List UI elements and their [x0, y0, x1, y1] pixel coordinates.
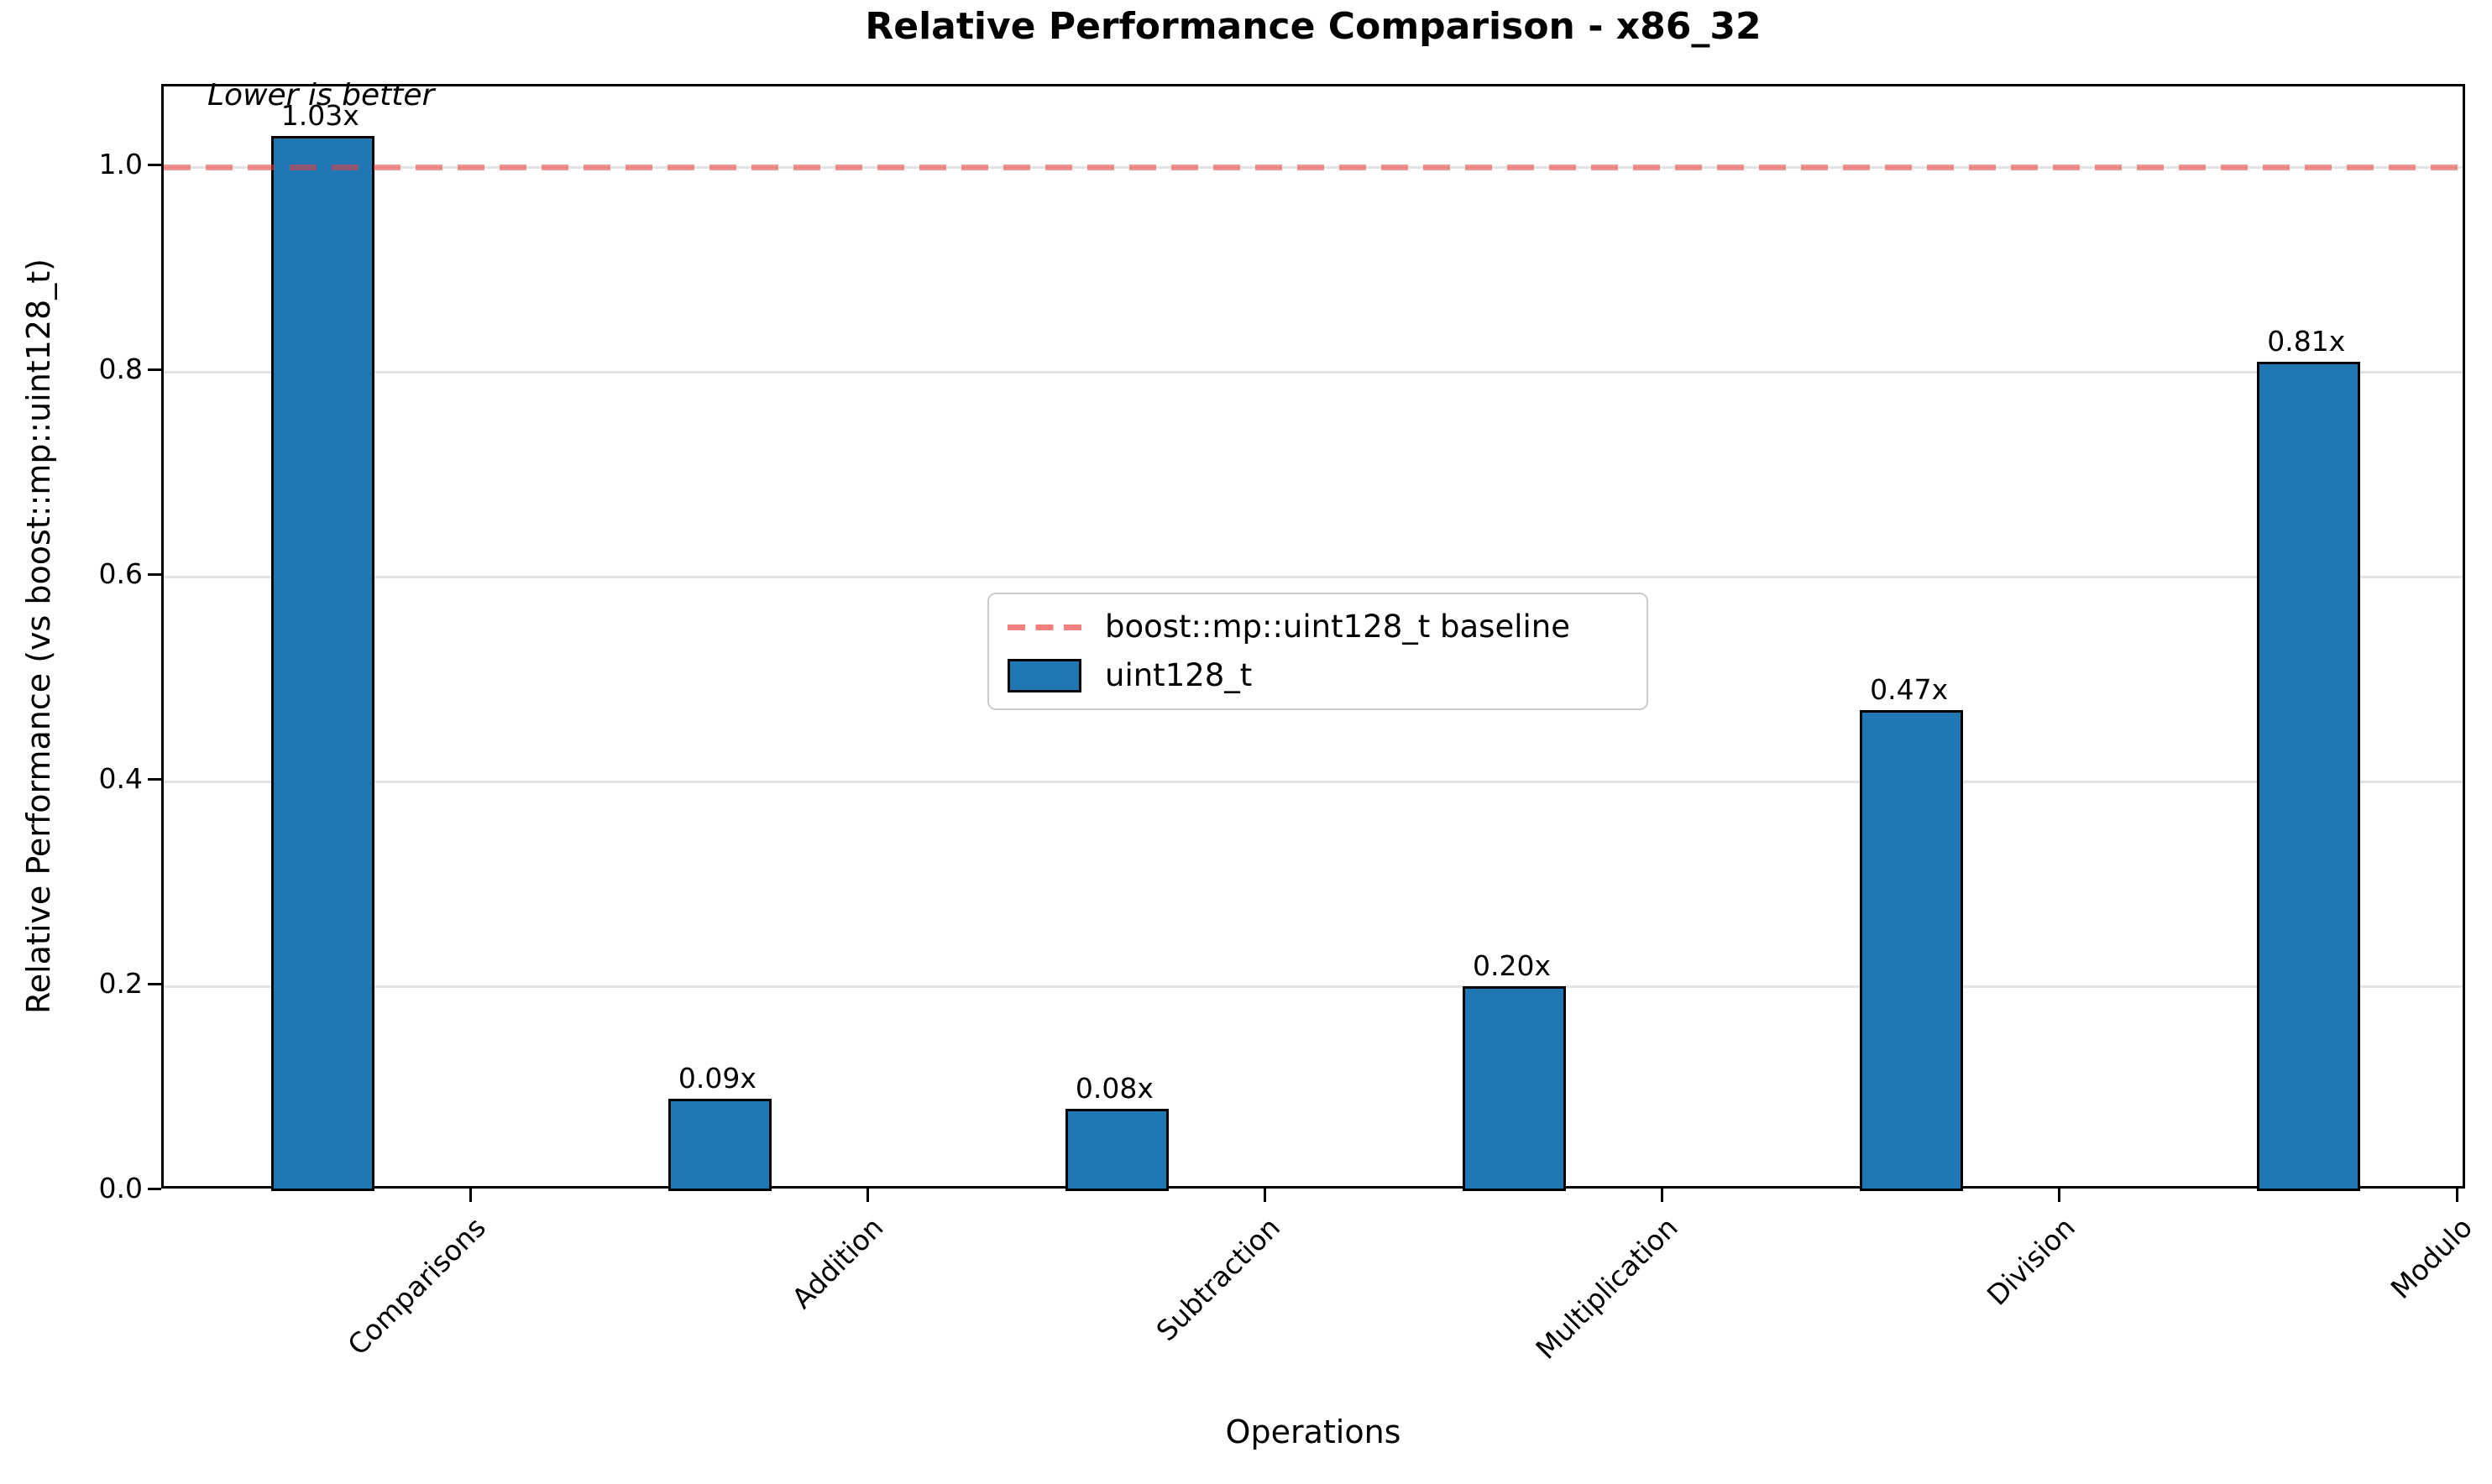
x-axis-label: Operations	[1225, 1413, 1401, 1450]
ytick-mark-1.0	[148, 164, 161, 166]
baseline-dashed-line-swatch	[1008, 624, 1081, 630]
plot-area	[161, 84, 2465, 1191]
bar-value-label-comparisons: 1.03x	[280, 99, 359, 133]
chart-title: Relative Performance Comparison - x86_32	[865, 5, 1762, 48]
bar-value-label-division: 0.47x	[1870, 672, 1949, 706]
ytick-label-1.0: 1.0	[98, 148, 143, 180]
ytick-mark-0.2	[148, 983, 161, 985]
gridline-y-0.2	[164, 985, 2463, 988]
legend-row-baseline: boost::mp::uint128_t baseline	[1008, 608, 1628, 646]
gridline-y-0.4	[164, 781, 2463, 783]
legend-baseline-label: boost::mp::uint128_t baseline	[1105, 609, 1570, 645]
series-swatch-wrap	[1008, 659, 1081, 692]
ytick-mark-0.8	[148, 368, 161, 371]
baseline-swatch-wrap	[1008, 624, 1081, 630]
bar-division	[1860, 709, 1964, 1191]
legend-series-label: uint128_t	[1105, 657, 1253, 693]
xtick-label-addition: Addition	[785, 1210, 890, 1315]
bar-value-label-multiplication: 0.20x	[1473, 949, 1552, 982]
xtick-label-subtraction: Subtraction	[1149, 1210, 1287, 1348]
bar-value-label-addition: 0.09x	[678, 1062, 756, 1095]
baseline-dashed-line	[164, 165, 2463, 170]
bar-comparisons	[270, 136, 374, 1191]
bar-multiplication	[1463, 986, 1567, 1191]
ytick-mark-0.0	[148, 1188, 161, 1190]
xtick-label-comparisons: Comparisons	[341, 1210, 493, 1362]
uint128-bar-swatch	[1008, 659, 1081, 692]
ytick-label-0.0: 0.0	[98, 1172, 143, 1204]
xtick-mark-modulo	[2455, 1189, 2458, 1202]
ytick-label-0.8: 0.8	[98, 353, 143, 385]
bar-subtraction	[1065, 1109, 1169, 1191]
xtick-label-modulo: Modulo	[2384, 1210, 2479, 1305]
bar-value-label-subtraction: 0.08x	[1075, 1072, 1154, 1105]
lower-is-better-annotation: Lower is better	[207, 78, 435, 112]
xtick-mark-multiplication	[1661, 1189, 1664, 1202]
legend: boost::mp::uint128_t baseline uint128_t	[987, 593, 1648, 710]
xtick-label-multiplication: Multiplication	[1529, 1210, 1684, 1366]
xtick-mark-addition	[866, 1189, 870, 1202]
xtick-mark-subtraction	[1264, 1189, 1267, 1202]
ytick-label-0.2: 0.2	[98, 967, 143, 1000]
ytick-mark-0.6	[148, 573, 161, 576]
ytick-mark-0.4	[148, 778, 161, 781]
bar-modulo	[2257, 361, 2361, 1191]
xtick-mark-comparisons	[469, 1189, 473, 1202]
ytick-label-0.4: 0.4	[98, 762, 143, 795]
xtick-label-division: Division	[1980, 1210, 2081, 1312]
xtick-mark-division	[2058, 1189, 2061, 1202]
gridline-y-0.8	[164, 371, 2463, 374]
gridline-y-0.6	[164, 576, 2463, 578]
ytick-label-0.6: 0.6	[98, 557, 143, 590]
bar-addition	[668, 1099, 772, 1191]
bar-value-label-modulo: 0.81x	[2267, 324, 2346, 358]
legend-row-series: uint128_t	[1008, 656, 1628, 695]
